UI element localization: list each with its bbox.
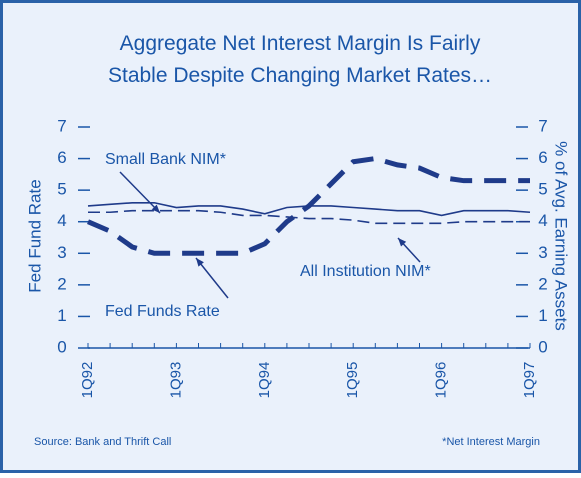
y-tick-label: 3 — [57, 243, 66, 262]
y2-tick-label: 0 — [538, 337, 547, 356]
chart-title: Stable Despite Changing Market Rates… — [108, 64, 492, 87]
y-tick-label: 5 — [57, 180, 66, 199]
y2-tick-label: 4 — [538, 211, 547, 230]
y2-tick-label: 1 — [538, 306, 547, 325]
y2-tick-label: 5 — [538, 180, 547, 199]
x-tick-label: 1Q92 — [79, 362, 96, 399]
chart-title: Aggregate Net Interest Margin Is Fairly — [120, 32, 481, 55]
y2-tick-label: 3 — [538, 243, 547, 262]
y2-tick-label: 2 — [538, 274, 547, 293]
series-annotation: All Institution NIM* — [300, 263, 431, 280]
y-tick-label: 6 — [57, 148, 66, 167]
y-tick-label: 4 — [57, 211, 66, 230]
x-tick-label: 1Q96 — [433, 362, 450, 399]
x-tick-label: 1Q94 — [256, 362, 273, 399]
y-tick-label: 1 — [57, 306, 66, 325]
x-tick-label: 1Q97 — [521, 362, 538, 399]
arrow-head — [398, 238, 407, 247]
title-line: Stable Despite Changing Market Rates… — [108, 64, 492, 87]
annotation-arrow — [119, 171, 161, 214]
arrow-head — [196, 258, 204, 267]
y-tick-label: 7 — [57, 116, 66, 135]
y-tick-label: 2 — [57, 274, 66, 293]
y-tick-label: 0 — [57, 337, 66, 356]
y2-tick-label: 7 — [538, 116, 547, 135]
series-line — [88, 209, 530, 225]
y-axis-title: Fed Fund Rate — [25, 179, 44, 292]
y2-axis-title: % of Avg. Earning Assets — [552, 141, 571, 331]
x-tick-label: 1Q95 — [344, 362, 361, 399]
source: Source: Bank and Thrift Call — [34, 436, 171, 448]
series-annotation: Small Bank NIM* — [105, 151, 226, 168]
footnote: *Net Interest Margin — [442, 436, 540, 448]
y2-tick-label: 6 — [538, 148, 547, 167]
title-line: Aggregate Net Interest Margin Is Fairly — [120, 32, 481, 55]
annotation-arrow — [195, 257, 229, 299]
series-line — [87, 201, 531, 217]
series-annotation: Fed Funds Rate — [105, 303, 220, 320]
x-tick-label: 1Q93 — [167, 362, 184, 399]
arrow-head — [151, 204, 160, 213]
